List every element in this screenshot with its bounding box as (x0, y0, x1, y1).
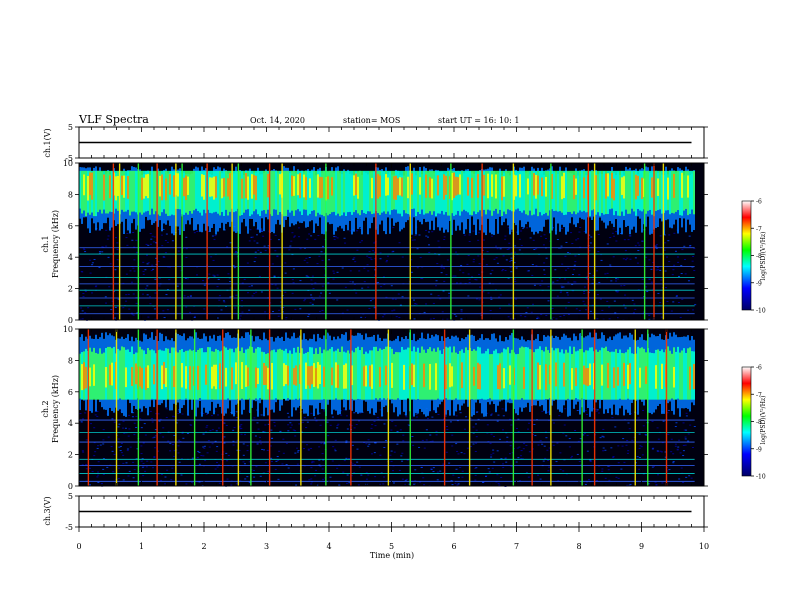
colorbar-1 (741, 200, 752, 311)
ch3-waveform-panel: ch.3(V) 5 -5 (43, 492, 708, 532)
colorbar-tick-label-1-1: -7 (756, 226, 762, 233)
ch1-spectrogram-panel: ch.1 Frequency (kHz) log(PSD)(V²/Hz) -6 -… (41, 159, 767, 325)
ytick-label-2-2: 4 (68, 419, 73, 428)
ch1-colorbar-label: log(PSD)(V²/Hz) (760, 232, 767, 281)
ytick-label-2-4: 8 (68, 356, 73, 365)
colorbar-tick-label-1-0: -6 (756, 199, 762, 206)
date-label: Oct. 14, 2020 (250, 116, 305, 125)
spectrogram-image-1 (79, 163, 704, 321)
ch1-ylabel-channel: ch.1 (41, 235, 50, 252)
colorbar-tick-label-2-3: -9 (756, 446, 762, 453)
xtick-label-6: 6 (451, 542, 456, 551)
colorbar-tick-label-1-4: -10 (756, 308, 766, 315)
ytick-label-1-1: 2 (68, 285, 73, 294)
colorbar-tick-label-1-2: -8 (756, 253, 762, 260)
xtick-label-5: 5 (389, 542, 394, 551)
ch3-ylabel: ch.3(V) (43, 496, 52, 525)
start-time-label: start UT = 16: 10: 1 (438, 116, 519, 125)
ytick-label-3-1: -5 (65, 523, 73, 532)
ch2-ylabel-frequency: Frequency (kHz) (51, 375, 60, 443)
station-label: station= MOS (343, 116, 400, 125)
xtick-label-3: 3 (264, 542, 269, 551)
ytick-label-2-3: 6 (68, 388, 73, 397)
colorbar-2 (741, 366, 752, 477)
colorbar-tick-label-1-3: -9 (756, 280, 762, 287)
ytick-label-1-4: 8 (68, 190, 73, 199)
ytick-label-2-0: 0 (68, 482, 73, 491)
xtick-label-1: 1 (139, 542, 144, 551)
ytick-label-0-0: 5 (68, 123, 73, 132)
xtick-label-4: 4 (326, 542, 331, 551)
xtick-label-0: 0 (76, 542, 81, 551)
ytick-label-1-3: 6 (68, 222, 73, 231)
ytick-label-2-1: 2 (68, 451, 73, 460)
colorbar-tick-label-2-0: -6 (756, 365, 762, 372)
time-axis-label: Time (min) (370, 551, 414, 560)
xtick-label-7: 7 (514, 542, 519, 551)
xtick-label-8: 8 (576, 542, 581, 551)
colorbar-tick-label-2-1: -7 (756, 392, 762, 399)
ch2-ylabel-channel: ch.2 (41, 400, 50, 417)
spectrogram-image-2 (79, 329, 704, 487)
ytick-label-3-0: 5 (68, 492, 73, 501)
figure-title: VLF Spectra (78, 113, 149, 126)
ch1-ylabel-frequency: Frequency (kHz) (51, 210, 60, 278)
ch1-ylabel: ch.1(V) (43, 128, 52, 157)
ytick-label-1-0: 0 (68, 316, 73, 325)
time-axis: Time (min) 0 1 2 3 4 5 6 7 8 9 10 (76, 527, 709, 560)
colorbar-tick-label-2-2: -8 (756, 419, 762, 426)
ch1-waveform-panel: ch.1(V) 5 -5 (43, 123, 708, 163)
colorbar-tick-label-2-4: -10 (756, 474, 766, 481)
ch2-colorbar-label: log(PSD)(V²/Hz) (760, 396, 767, 445)
ytick-label-1-5: 10 (63, 159, 73, 168)
xtick-label-9: 9 (639, 542, 644, 551)
ch2-spectrogram-panel: ch.2 Frequency (kHz) log(PSD)(V²/Hz) -6 -… (41, 325, 767, 491)
ytick-label-0-1: -5 (65, 154, 73, 163)
xtick-label-2: 2 (201, 542, 206, 551)
ytick-label-2-5: 10 (63, 325, 73, 334)
ytick-label-1-2: 4 (68, 253, 73, 262)
xtick-label-10: 10 (699, 542, 709, 551)
